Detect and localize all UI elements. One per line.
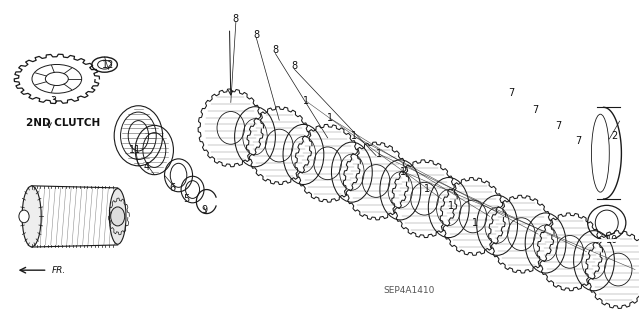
- Text: 11: 11: [129, 145, 141, 155]
- Text: 1: 1: [448, 201, 454, 211]
- Text: 9: 9: [201, 205, 207, 215]
- Text: 8: 8: [233, 14, 239, 24]
- Text: SEP4A1410: SEP4A1410: [384, 286, 435, 295]
- Text: 7: 7: [508, 88, 515, 98]
- Ellipse shape: [111, 207, 125, 226]
- Text: 8: 8: [253, 30, 259, 40]
- Text: 3: 3: [51, 96, 57, 106]
- Text: 7: 7: [555, 121, 561, 131]
- Text: 7: 7: [532, 105, 538, 115]
- Ellipse shape: [19, 210, 29, 223]
- Text: 1: 1: [351, 131, 358, 141]
- Text: 1: 1: [303, 96, 309, 106]
- Text: 1: 1: [472, 219, 479, 228]
- Text: 4: 4: [143, 162, 150, 172]
- Text: 7: 7: [575, 137, 582, 146]
- Text: 1: 1: [400, 167, 406, 176]
- Text: 5: 5: [183, 194, 189, 204]
- Ellipse shape: [109, 189, 126, 244]
- Text: 8: 8: [273, 45, 278, 56]
- Text: 2ND CLUTCH: 2ND CLUTCH: [26, 118, 100, 128]
- Text: FR.: FR.: [52, 266, 67, 275]
- Text: 6: 6: [169, 183, 175, 193]
- Text: 1: 1: [424, 184, 430, 194]
- Text: 8: 8: [291, 61, 298, 71]
- Text: 2: 2: [611, 131, 618, 141]
- Ellipse shape: [22, 186, 41, 247]
- Text: 10: 10: [605, 235, 618, 245]
- Text: 12: 12: [102, 60, 115, 70]
- Text: 1: 1: [327, 113, 333, 123]
- Text: 1: 1: [376, 149, 381, 159]
